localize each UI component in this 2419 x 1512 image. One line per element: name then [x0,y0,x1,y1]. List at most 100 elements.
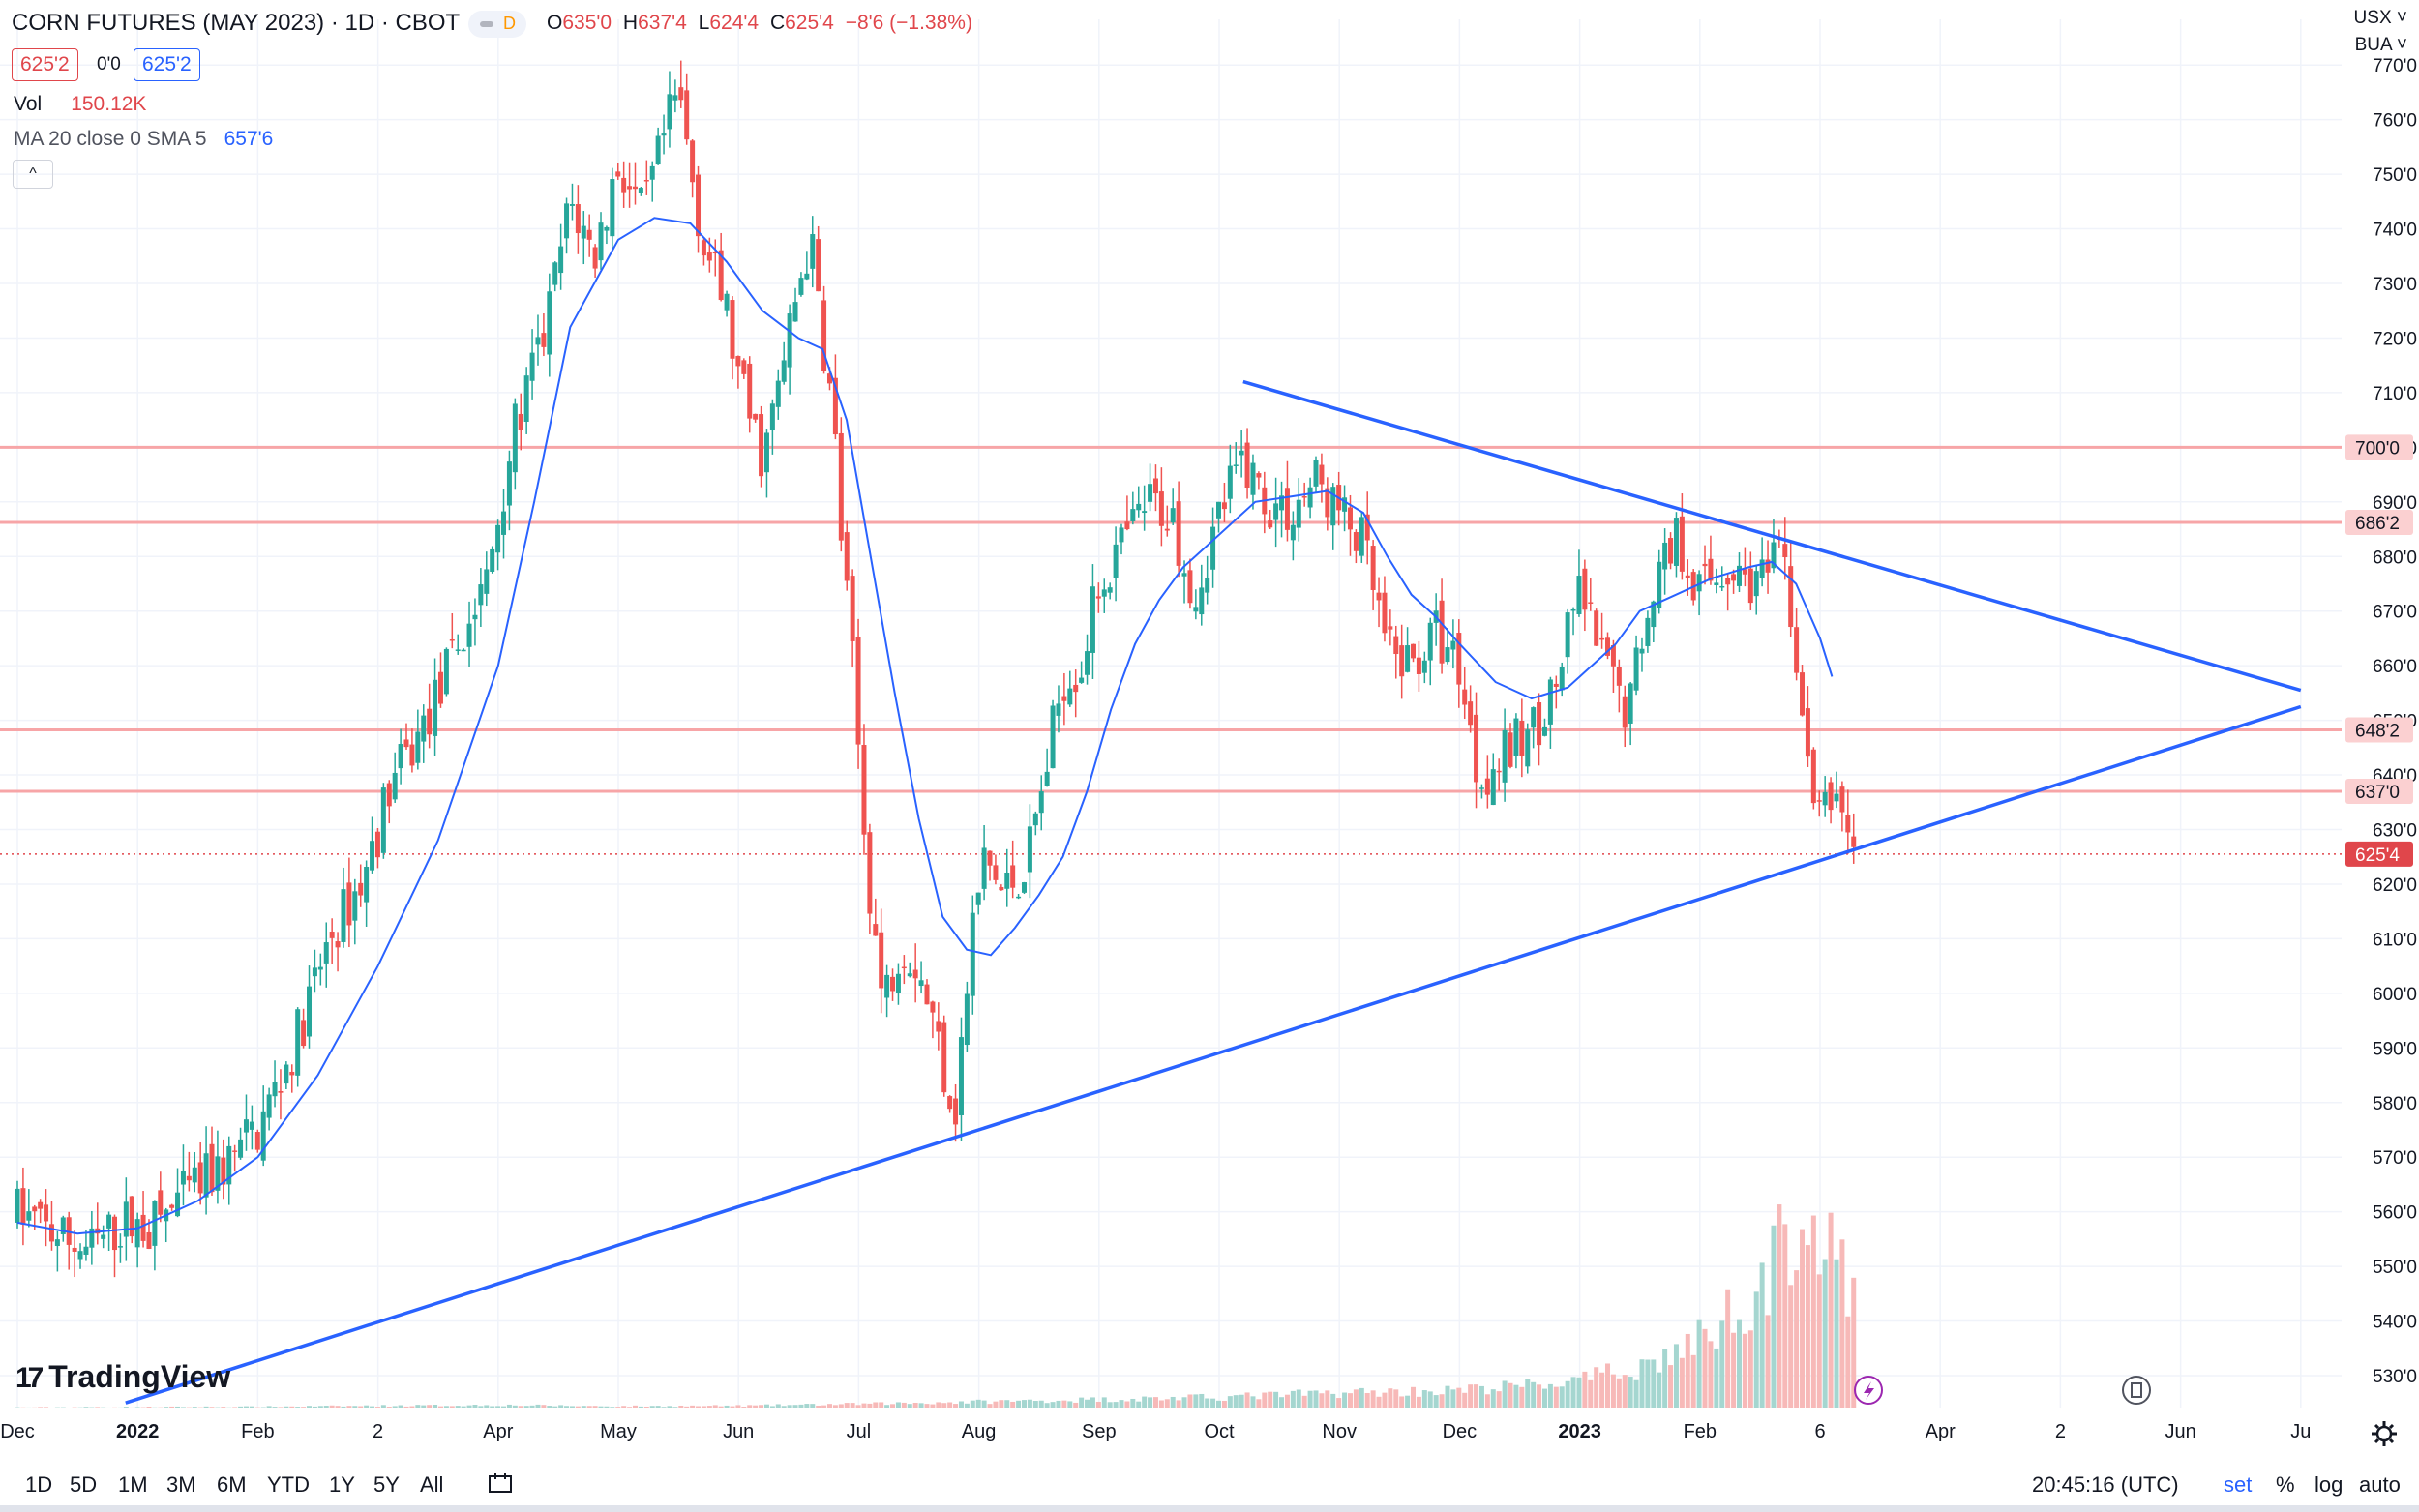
logo-text: TradingView [48,1359,231,1394]
volume-bar [1576,1377,1582,1408]
gear-icon[interactable] [2370,1419,2399,1448]
volume-bar [1227,1396,1233,1408]
unit-selector[interactable]: BUA ˅ [2354,35,2407,55]
tf-all-button[interactable]: All [420,1472,444,1497]
candle-body [180,1171,186,1185]
price-tick-label: 670'0 [2373,603,2417,623]
volume-legend[interactable]: Vol 150.12K [14,93,146,116]
volume-bar [953,1404,959,1408]
volume-bar [981,1400,987,1408]
utc-clock[interactable]: 20:45:16 (UTC) [2032,1472,2179,1497]
candle-body [123,1201,129,1237]
candle-body [89,1228,95,1248]
candle-body [1445,647,1450,663]
collapse-legend-button[interactable]: ^ [13,160,53,189]
date-range-icon[interactable] [488,1472,515,1496]
volume-bar [638,1406,643,1408]
volume-bar [1759,1262,1765,1408]
symbol-title[interactable]: CORN FUTURES (MAY 2023) · 1D · CBOT [12,10,461,36]
tf-ytd-button[interactable]: YTD [267,1472,310,1497]
time-tick-label: Oct [1204,1421,1235,1442]
ma-legend[interactable]: MA 20 close 0 SMA 5 657'6 [14,128,273,151]
volume-bar [890,1404,896,1408]
volume-bar [684,1406,690,1408]
tf-5y-button[interactable]: 5Y [373,1472,400,1497]
sell-button[interactable]: 625'2 [12,48,78,81]
volume-bar [83,1407,89,1408]
volume-bar [312,1406,317,1408]
volume-bar [1462,1392,1468,1408]
candle-body [1382,592,1388,634]
candle-body [329,932,335,938]
tf-5d-button[interactable]: 5D [70,1472,98,1497]
candle-body [192,1167,197,1183]
tradingview-logo[interactable]: 17 TradingView [15,1359,230,1395]
volume-bar [1531,1381,1537,1408]
tf-3m-button[interactable]: 3M [166,1472,196,1497]
candle-body [1416,657,1421,674]
volume-bar [1050,1402,1056,1408]
high-value: 637'4 [638,12,687,34]
volume-bar [838,1404,844,1408]
percent-toggle[interactable]: % [2276,1472,2295,1497]
tf-1d-button[interactable]: 1D [25,1472,53,1497]
candle-body [1021,882,1027,893]
candle-body [1359,517,1364,556]
auto-toggle[interactable]: auto [2359,1472,2401,1497]
volume-bar [1393,1389,1399,1408]
time-tick-label: 2 [2055,1421,2066,1442]
volume-bar [232,1407,238,1408]
change-value: −8'6 (−1.38%) [845,12,972,34]
price-chart[interactable]: 530'0 540'0 550'0 560'0 570'0 580'0 590'0 600'0… [0,0,2419,1459]
volume-bar [266,1406,272,1408]
price-tick-label: 620'0 [2373,875,2417,896]
candle-body [1628,683,1633,724]
level-label-bg [2345,434,2413,460]
volume-bar [386,1407,392,1408]
candle-body [501,511,507,535]
lightning-icon[interactable] [1854,1376,1883,1405]
log-toggle[interactable]: log [2314,1472,2344,1497]
market-status-pill[interactable]: D [468,11,526,38]
candle-body [1427,622,1433,661]
volume-bar [1474,1384,1479,1408]
volume-bar [295,1407,301,1408]
session-toggle[interactable]: set [2224,1472,2253,1497]
volume-bar [1421,1390,1427,1408]
volume-bar [1685,1333,1690,1408]
candle-body [1411,643,1417,659]
volume-bar [1628,1377,1633,1408]
ma-value: 657'6 [224,128,274,150]
tf-6m-button[interactable]: 6M [217,1472,247,1497]
volume-bar [1839,1239,1845,1408]
volume-bar [221,1407,226,1408]
tf-1y-button[interactable]: 1Y [329,1472,355,1497]
time-axis[interactable]: Dec 2022 Feb 2 Apr May Jun Jul Aug Sep Oct Nov Dec 20… [0,1421,2311,1442]
candle-body [1782,544,1788,558]
volume-bar [1148,1397,1153,1408]
volume-bar [329,1405,335,1408]
trendlines[interactable] [125,379,2302,1405]
volume-bar [810,1404,816,1408]
candle-body [1164,528,1170,531]
volume-bar [175,1406,181,1408]
candle-body [993,865,999,880]
candle-body [638,188,643,193]
volume-bar [690,1405,696,1408]
volume-bar [1170,1396,1176,1408]
volume-bar [1725,1289,1731,1408]
candle-body [924,984,930,1005]
buy-button[interactable]: 625'2 [134,48,200,81]
volume-bar [146,1407,152,1408]
volume-bar [180,1407,186,1408]
tf-1m-button[interactable]: 1M [118,1472,148,1497]
candle-body [712,252,718,254]
volume-bar [1753,1291,1759,1408]
candle-body [278,1090,284,1093]
candle-body [1599,637,1605,640]
volume-bar [1450,1389,1456,1408]
candle-body [1095,596,1101,599]
replay-icon[interactable] [2122,1376,2151,1405]
candle-body [775,380,781,407]
currency-selector[interactable]: USX ˅ [2353,8,2407,28]
